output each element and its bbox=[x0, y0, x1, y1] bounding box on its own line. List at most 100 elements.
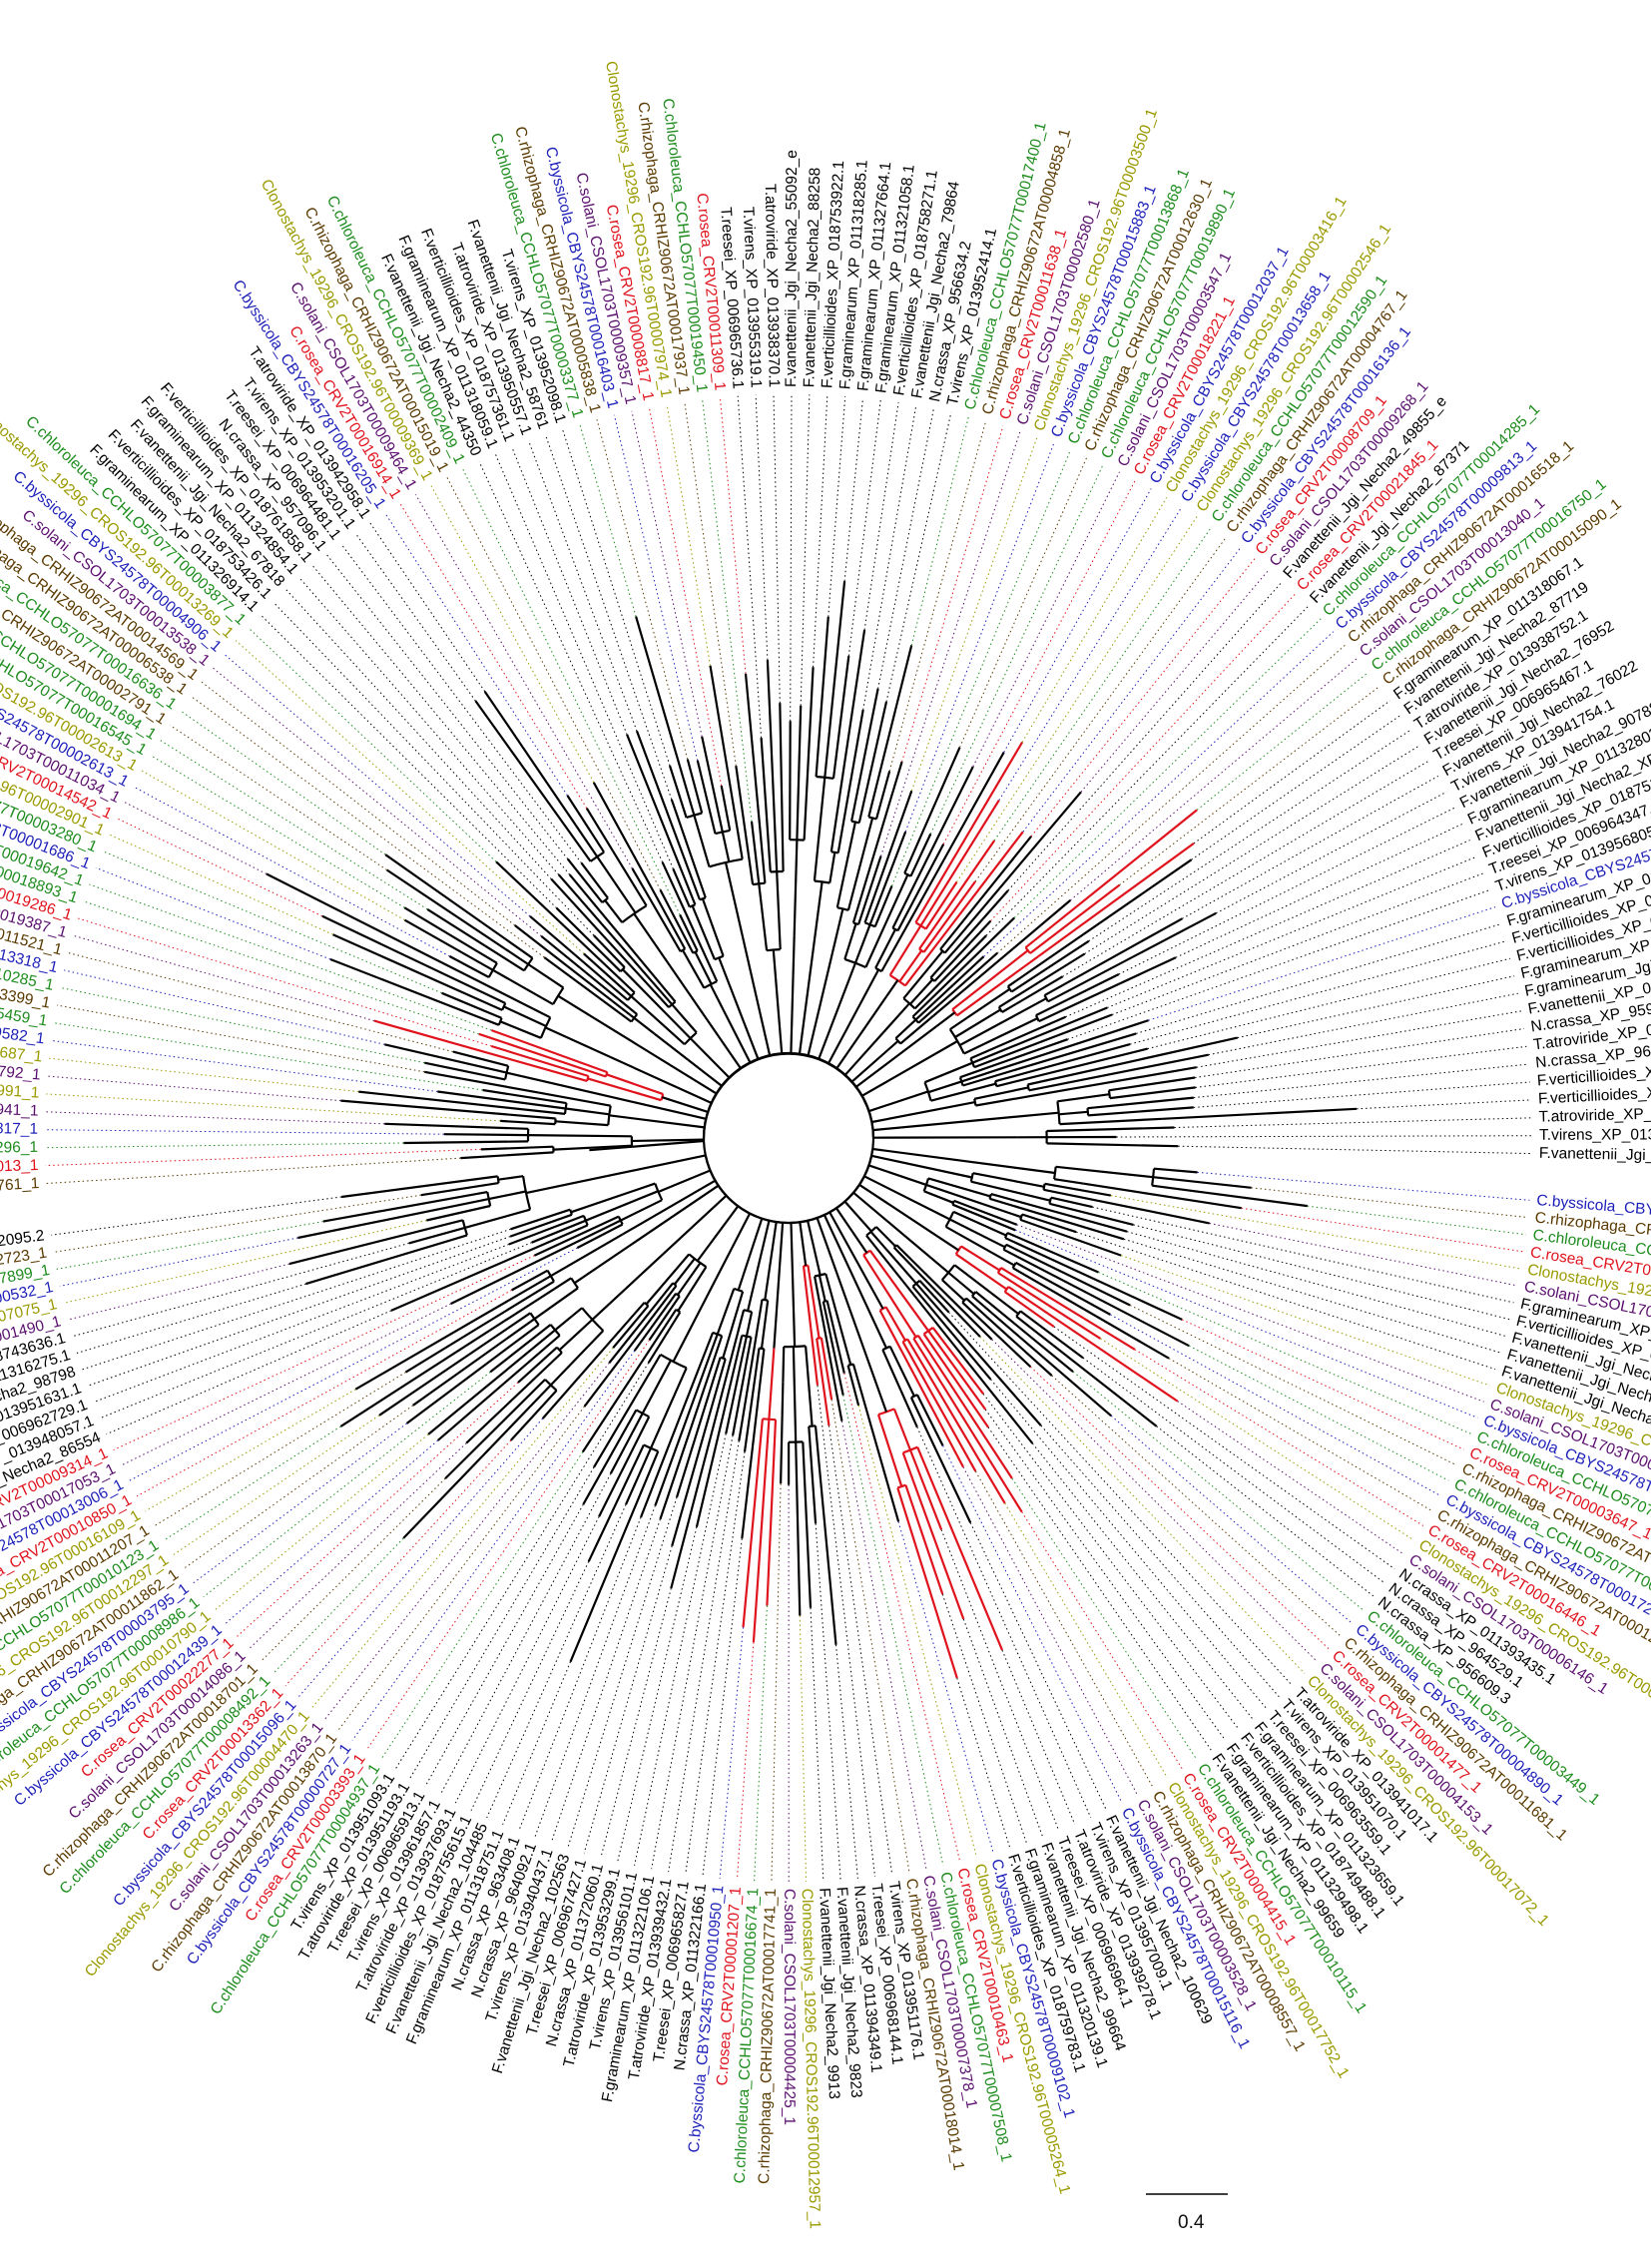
leader-line bbox=[1119, 686, 1380, 885]
clade-arc bbox=[922, 1178, 930, 1192]
leader-line bbox=[312, 565, 571, 875]
terminal-branch bbox=[803, 667, 815, 841]
terminal-branch bbox=[929, 889, 1009, 979]
leader-line bbox=[51, 1039, 438, 1092]
internal-branch bbox=[773, 1222, 785, 1349]
clade-arc bbox=[1003, 1286, 1010, 1293]
clade-arc bbox=[940, 1264, 956, 1281]
clade-arc bbox=[868, 816, 877, 821]
leader-line bbox=[351, 1350, 636, 1741]
internal-branch bbox=[805, 1346, 814, 1426]
leader-line bbox=[1110, 1314, 1441, 1496]
terminal-branch bbox=[822, 1301, 844, 1396]
terminal-branch bbox=[474, 700, 592, 862]
clade-arc bbox=[910, 1394, 918, 1399]
leader-line bbox=[736, 1642, 755, 1881]
terminal-branch bbox=[412, 1318, 536, 1407]
tip-labels: C.rhizophaga_CRHIZ90672AT00005761_1C.ros… bbox=[0, 60, 1651, 2229]
tip-label: C.rhizophaga_CRHIZ90672AT00017741_1 bbox=[756, 1889, 780, 2184]
leader-line bbox=[790, 393, 793, 722]
leader-line bbox=[1197, 1171, 1530, 1201]
internal-branch bbox=[606, 1073, 664, 1096]
leader-line bbox=[486, 1503, 627, 1819]
clade-arc bbox=[912, 1334, 919, 1340]
leader-line bbox=[942, 1444, 1123, 1804]
internal-branch bbox=[899, 1014, 935, 1045]
terminal-branch bbox=[1043, 1188, 1210, 1225]
terminal-branch bbox=[1012, 1267, 1170, 1360]
terminal-branch bbox=[919, 800, 1000, 926]
internal-branch bbox=[872, 1147, 1056, 1175]
terminal-branch bbox=[1043, 917, 1183, 997]
internal-branch bbox=[941, 1279, 965, 1302]
internal-branch bbox=[693, 815, 711, 867]
leader-line bbox=[1004, 1502, 1169, 1779]
tip-label: C.rhizophaga_CRHIZ90672AT00005761_1 bbox=[0, 1175, 40, 1210]
internal-branch bbox=[768, 1348, 776, 1419]
leader-line bbox=[702, 398, 753, 822]
internal-branch bbox=[970, 1180, 1051, 1202]
clade-arc bbox=[816, 775, 834, 780]
internal-branch bbox=[924, 1061, 973, 1084]
leader-line bbox=[511, 447, 628, 735]
internal-branch bbox=[604, 899, 624, 923]
terminal-branch bbox=[593, 934, 626, 968]
terminal-branch bbox=[969, 1015, 1066, 1060]
internal-branch bbox=[807, 1220, 822, 1276]
internal-branch bbox=[633, 912, 742, 1069]
internal-branch bbox=[834, 1207, 868, 1254]
terminal-branch bbox=[917, 951, 998, 1024]
leader-line bbox=[1193, 1063, 1529, 1099]
leader-line bbox=[260, 1477, 446, 1662]
clade-arc bbox=[969, 1057, 976, 1068]
terminal-branch bbox=[922, 1333, 989, 1428]
terminal-branch bbox=[495, 860, 636, 994]
leader-line bbox=[136, 1289, 512, 1497]
clade-arc bbox=[1043, 994, 1049, 1002]
internal-branch bbox=[570, 1182, 656, 1214]
leader-line bbox=[1116, 1135, 1533, 1138]
terminal-branch bbox=[384, 853, 534, 959]
leader-line bbox=[518, 1516, 642, 1832]
clade-arc bbox=[672, 1282, 678, 1287]
leader-line bbox=[203, 1372, 491, 1598]
terminal-branch bbox=[997, 1272, 1101, 1340]
terminal-branch bbox=[766, 1419, 778, 1606]
terminal-branch bbox=[896, 844, 945, 931]
clade-arc bbox=[988, 1193, 992, 1200]
internal-branch bbox=[772, 949, 784, 1054]
leader-line bbox=[685, 1451, 746, 1875]
internal-branch bbox=[868, 1250, 929, 1332]
tip-label: F.vanettenii_Jgi_Necha2_55092_e bbox=[783, 150, 801, 387]
leader-line bbox=[684, 401, 737, 767]
terminal-branch bbox=[437, 1090, 566, 1110]
leader-line bbox=[170, 725, 387, 870]
leader-line bbox=[990, 1379, 1267, 1709]
clade-arc bbox=[586, 1075, 590, 1082]
terminal-branch bbox=[635, 730, 702, 900]
leader-line bbox=[354, 533, 476, 702]
internal-branch bbox=[799, 1222, 808, 1266]
terminal-branch bbox=[322, 1191, 488, 1223]
internal-branch bbox=[492, 968, 554, 1006]
clade-arc bbox=[948, 1028, 965, 1054]
clade-arc bbox=[939, 948, 946, 954]
root-branch bbox=[589, 1139, 705, 1152]
clade-arc bbox=[501, 1002, 507, 1011]
internal-branch bbox=[585, 1190, 659, 1222]
leader-line bbox=[109, 834, 333, 935]
clade-arc bbox=[1053, 1166, 1057, 1180]
internal-branch bbox=[892, 1408, 912, 1451]
terminal-branch bbox=[873, 885, 893, 927]
internal-branch bbox=[858, 1183, 959, 1252]
leader-line bbox=[1191, 715, 1401, 860]
terminal-branch bbox=[608, 1282, 674, 1364]
tip-label: C.chloroleuca_CCHLO57077T00007296_1 bbox=[0, 1139, 38, 1160]
internal-branch bbox=[923, 1190, 954, 1204]
internal-branch bbox=[875, 1226, 896, 1248]
leader-line bbox=[1134, 1349, 1424, 1526]
internal-branch bbox=[1055, 1165, 1154, 1179]
tip-label: F.vanettenii_Jgi_Necha2_86090 bbox=[1539, 1145, 1651, 1167]
internal-branch bbox=[956, 955, 1039, 1017]
clade-arc bbox=[954, 1245, 962, 1255]
